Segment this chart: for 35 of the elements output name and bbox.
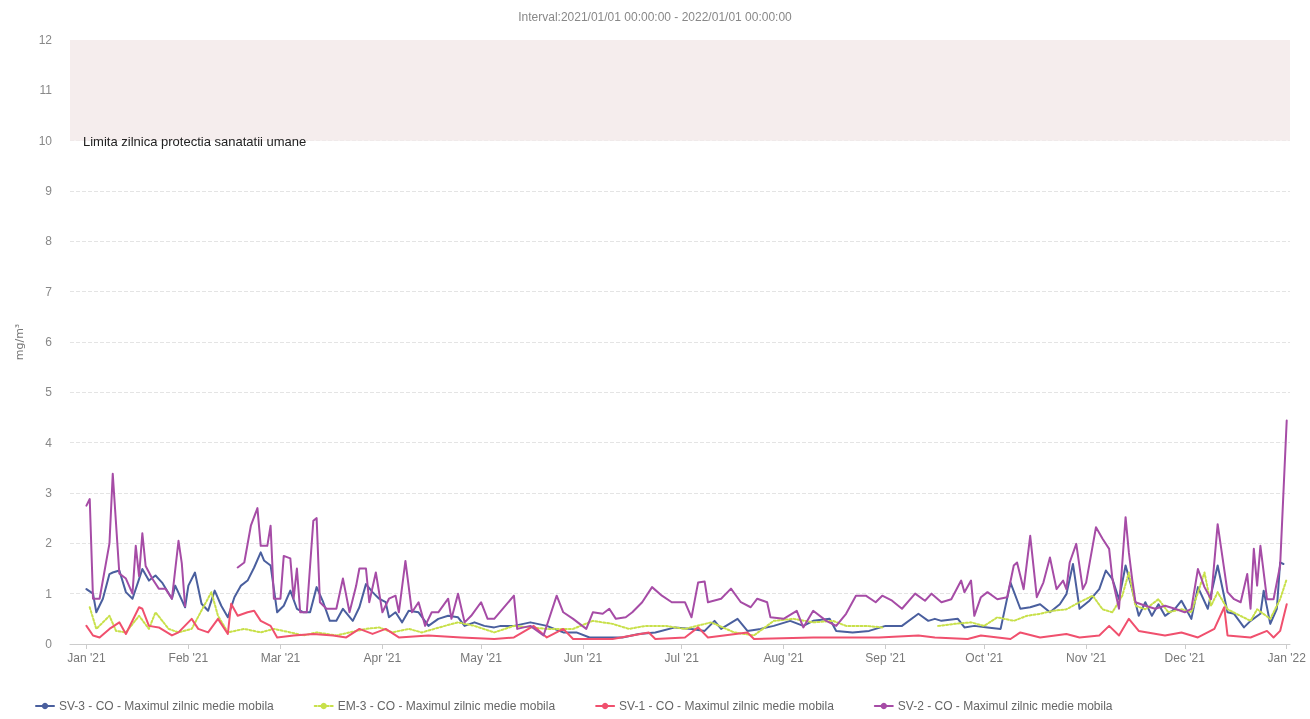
x-tick-label: Feb '21 [168,651,209,665]
y-tick-label: 8 [45,234,53,249]
y-axis-title: mg/m³ [13,323,26,361]
y-tick-label: 1 [45,586,53,601]
x-tick-label: Mar '21 [260,651,301,665]
y-tick-label: 12 [38,33,53,47]
x-tick-label: Jul '21 [664,651,700,665]
line-series [85,551,1285,639]
y-tick-label: 9 [45,184,53,198]
y-tick-label: 0 [45,637,53,651]
x-tick-label: Oct '21 [965,651,1004,665]
x-tick-label: Jan '22 [1267,651,1307,665]
chart-title: Interval:2021/01/01 00:00:00 - 2022/01/01 00:00:00 [518,10,793,24]
legend-label: SV-3 - CO - Maximul zilnic medie mobila [59,699,275,713]
legend-label: SV-2 - CO - Maximul zilnic medie mobila [897,699,1113,713]
x-tick-label: Apr '21 [363,651,402,665]
y-tick-label: 4 [45,435,53,450]
y-tick-label: 2 [45,536,53,551]
y-tick-label: 3 [45,486,53,500]
x-tick-label: May '21 [460,651,503,665]
y-tick-label: 11 [39,83,53,98]
y-tick-label: 7 [45,284,53,299]
line-series [85,602,1288,640]
x-tick-label: Aug '21 [763,651,805,665]
x-tick-label: Nov '21 [1065,651,1107,665]
band-label: Limita zilnica protectia sanatatii umane [83,133,307,149]
legend-label: EM-3 - CO - Maximul zilnic medie mobila [337,699,556,713]
y-tick-label: 5 [45,385,53,400]
x-tick-label: Jan '21 [67,651,106,665]
x-tick-label: Sep '21 [865,651,907,665]
x-tick-label: Dec '21 [1164,651,1206,665]
legend-label: SV-1 - CO - Maximul zilnic medie mobila [619,699,835,713]
y-tick-label: 10 [38,133,53,148]
x-tick-label: Jun '21 [563,651,603,665]
y-tick-label: 6 [45,335,53,349]
